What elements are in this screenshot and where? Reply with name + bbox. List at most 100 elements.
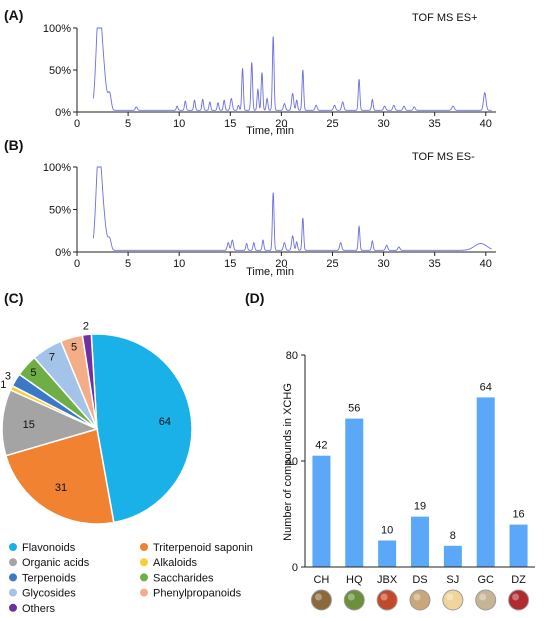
legend-label: Flavonoids <box>22 542 76 554</box>
bar <box>345 418 364 567</box>
legend-label: Triterpenoid saponin <box>153 542 253 554</box>
bar-value-label: 64 <box>480 381 492 393</box>
x-tick-label: 40 <box>480 118 492 130</box>
x-tick-label: 25 <box>326 118 338 130</box>
bar <box>378 540 397 567</box>
category-label: CH <box>313 574 329 586</box>
y-ticks-b: 0% 50% 100% <box>43 162 77 259</box>
pie-value-label: 15 <box>23 419 35 431</box>
y-tick-label: 50% <box>49 205 71 217</box>
pie-slices <box>1 333 193 525</box>
herb-icon-highlight <box>380 593 388 601</box>
panel-label-a: (A) <box>4 7 23 23</box>
x-tick-label: 30 <box>377 258 389 270</box>
trace-a <box>92 27 492 111</box>
category-label: DZ <box>511 574 526 586</box>
legend-label: Saccharides <box>153 572 214 584</box>
y-ticks-a: 0% 50% 100% <box>43 23 77 119</box>
x-axis-label-a: Time, min <box>246 125 294 137</box>
category-label: DS <box>412 574 427 586</box>
pie-value-label: 2 <box>83 321 89 333</box>
legend-label: Others <box>22 603 56 615</box>
y-tick-label: 0 <box>292 562 298 574</box>
x-tick-label: 25 <box>326 258 338 270</box>
chromatogram-b: (B) TOF MS ES- 0% 50% 100% 0 5 10 15 20 25 30 35 4… <box>4 137 496 278</box>
y-tick-label: 50% <box>49 65 71 77</box>
y-tick-label: 100% <box>43 23 71 35</box>
legend-swatch <box>140 573 148 582</box>
pie-value-label: 5 <box>30 367 36 379</box>
bar-value-label: 8 <box>450 530 456 542</box>
pie-value-label: 64 <box>159 416 171 428</box>
x-tick-label: 15 <box>224 258 236 270</box>
y-tick-label: 0% <box>55 247 71 259</box>
bar-value-label: 16 <box>512 509 524 521</box>
bar-value-label: 10 <box>381 525 393 537</box>
category-label: JBX <box>377 574 398 586</box>
x-axis-label-b: Time, min <box>246 266 294 278</box>
herb-icon-highlight <box>413 593 421 601</box>
mode-label-a: TOF MS ES+ <box>412 12 478 24</box>
herb-icon <box>442 589 464 611</box>
herb-icon <box>310 589 332 611</box>
herb-icon <box>343 589 365 611</box>
bar <box>443 545 462 567</box>
pie-slice <box>90 333 193 524</box>
legend-swatch <box>9 558 17 567</box>
legend-label: Organic acids <box>22 557 90 569</box>
pie-value-label: 7 <box>49 351 55 363</box>
panel-label-b: (B) <box>4 137 23 153</box>
pie-value-label: 31 <box>55 482 67 494</box>
y-tick-label: 100% <box>43 162 71 174</box>
pie-value-label: 5 <box>71 342 77 354</box>
bar <box>476 397 495 567</box>
bar-value-label: 56 <box>348 403 360 415</box>
legend-swatch <box>9 573 17 582</box>
x-ticks-a: 0 5 10 15 20 25 30 35 40 <box>74 112 492 130</box>
legend-swatch <box>140 543 148 551</box>
x-tick-label: 40 <box>480 258 492 270</box>
x-tick-label: 5 <box>125 118 131 130</box>
mode-label-b: TOF MS ES- <box>412 151 475 163</box>
bar-value-labels: 42 56 10 19 8 64 16 <box>315 381 524 541</box>
panel-label-c: (C) <box>4 290 23 306</box>
legend-swatch <box>140 588 148 597</box>
pie-value-label: 3 <box>5 370 11 382</box>
x-tick-label: 35 <box>429 258 441 270</box>
herb-icon <box>475 589 497 611</box>
chromatogram-a: (A) TOF MS ES+ 0% 50% 100% 0 5 10 15 20 25 30 35 4… <box>4 7 496 137</box>
bar-category-labels: CH HQ JBX DS SJ GC DZ <box>313 574 526 586</box>
bar-value-label: 42 <box>315 440 327 452</box>
bar <box>312 455 331 567</box>
x-tick-label: 0 <box>74 118 80 130</box>
y-tick-label: 0% <box>55 107 71 119</box>
y-tick-label: 40 <box>286 456 298 468</box>
herb-icon <box>409 589 431 611</box>
pie-slice <box>4 428 115 525</box>
bar <box>411 516 429 567</box>
bars <box>312 397 528 567</box>
bar-chart: (D) Number of compounds in XCHG 0 40 80 42… <box>245 290 535 611</box>
herb-icon-highlight <box>512 593 520 601</box>
pie-slice <box>81 333 98 430</box>
legend-label: Glycosides <box>22 588 76 600</box>
y-axis-label-d: Number of compounds in XCHG <box>282 383 294 541</box>
herb-icon <box>376 589 398 611</box>
legend-label: Alkaloids <box>153 557 198 569</box>
x-tick-label: 10 <box>173 258 185 270</box>
pie-value-label: 1 <box>0 379 6 391</box>
x-tick-label: 20 <box>275 258 287 270</box>
legend-label: Terpenoids <box>22 572 76 584</box>
legend-label: Phenylpropanoids <box>153 588 242 600</box>
herb-icon <box>508 589 530 611</box>
legend-swatch <box>140 558 148 567</box>
pie-legend: Flavonoids Organic acids Terpenoids Glycosi… <box>9 542 253 615</box>
legend-swatch <box>9 543 17 551</box>
y-ticks-d: 0 40 80 <box>286 350 305 574</box>
bar <box>509 524 528 567</box>
y-tick-label: 80 <box>286 350 298 362</box>
x-ticks-b: 0 5 10 15 20 25 30 35 40 <box>74 252 492 270</box>
